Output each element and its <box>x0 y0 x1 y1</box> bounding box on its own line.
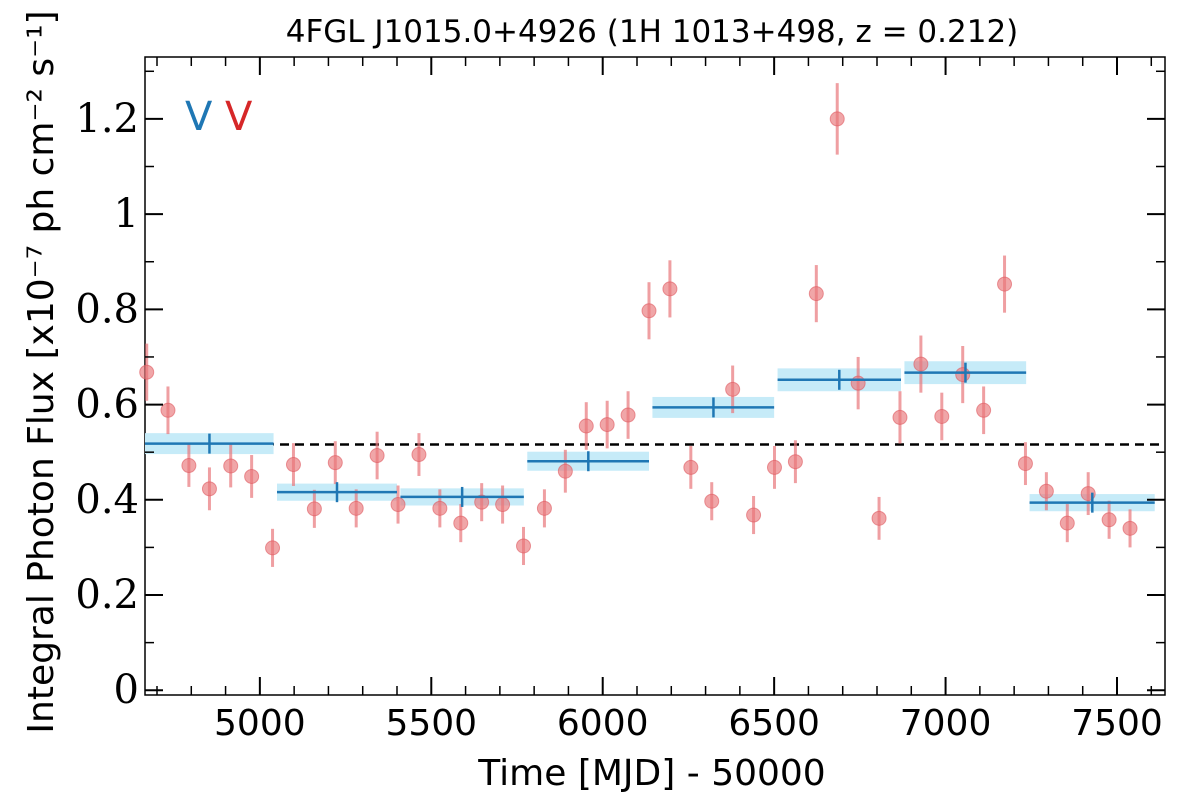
data-point <box>369 448 385 464</box>
y-tick-label: 0.8 <box>75 286 139 332</box>
legend-entry-blue: V <box>185 94 213 140</box>
data-point <box>829 111 845 127</box>
data-point <box>244 468 260 484</box>
data-point <box>662 281 678 297</box>
data-point <box>1017 456 1033 472</box>
x-tick-label: 5500 <box>385 703 477 744</box>
data-point <box>704 493 720 509</box>
x-axis-label: Time [MJD] - 50000 <box>477 753 825 794</box>
data-point <box>683 459 699 475</box>
x-tick-label: 7000 <box>900 703 992 744</box>
data-point <box>348 500 364 516</box>
y-tick-label: 0 <box>114 667 139 713</box>
data-point <box>139 364 155 380</box>
data-point <box>997 276 1013 292</box>
x-tick-label: 6500 <box>728 703 820 744</box>
data-point <box>201 481 217 497</box>
data-point <box>327 455 343 471</box>
data-point <box>390 497 406 513</box>
y-tick-label: 1.2 <box>75 96 139 142</box>
y-tick-label: 1 <box>114 191 139 237</box>
y-tick-label: 0.6 <box>75 382 139 428</box>
y-axis-label: Integral Photon Flux [x10⁻⁷ ph cm⁻² s⁻¹] <box>21 10 62 733</box>
data-point <box>1101 512 1117 528</box>
data-point <box>1122 520 1138 536</box>
data-point <box>516 538 532 554</box>
data-point <box>495 497 511 513</box>
data-point <box>411 447 427 463</box>
data-point <box>1059 515 1075 531</box>
data-point <box>160 402 176 418</box>
data-point <box>1038 483 1054 499</box>
data-point <box>620 407 636 423</box>
data-point <box>536 500 552 516</box>
data-point <box>766 459 782 475</box>
data-point <box>976 402 992 418</box>
data-point <box>432 500 448 516</box>
data-point <box>746 507 762 523</box>
data-point <box>285 457 301 473</box>
data-point <box>557 463 573 479</box>
data-point <box>955 367 971 383</box>
data-point <box>265 540 281 556</box>
legend-entry-red: V <box>225 94 253 140</box>
data-point <box>599 417 615 433</box>
data-point <box>641 303 657 319</box>
data-point <box>871 510 887 526</box>
x-tick-label: 7500 <box>1071 703 1163 744</box>
data-point <box>578 418 594 434</box>
data-point <box>913 356 929 372</box>
y-tick-label: 0.2 <box>75 572 139 618</box>
data-point <box>181 458 197 474</box>
data-point <box>787 454 803 470</box>
data-point <box>223 458 239 474</box>
x-tick-label: 5000 <box>214 703 306 744</box>
data-point <box>808 286 824 302</box>
plot-area: 0 0.2 0.4 0.6 0.8 1 1.2 5000 5500 6000 6500 7000 750… <box>75 56 1166 744</box>
y-tick-label: 0.4 <box>75 477 139 523</box>
x-tick-label: 6000 <box>557 703 649 744</box>
data-point <box>474 494 490 510</box>
data-point <box>453 515 469 531</box>
data-point <box>892 409 908 425</box>
data-point <box>306 501 322 517</box>
data-point <box>725 381 741 397</box>
chart-title: 4FGL J1015.0+4926 (1H 1013+498, z = 0.21… <box>286 14 1019 50</box>
data-point <box>850 375 866 391</box>
data-point <box>934 408 950 424</box>
